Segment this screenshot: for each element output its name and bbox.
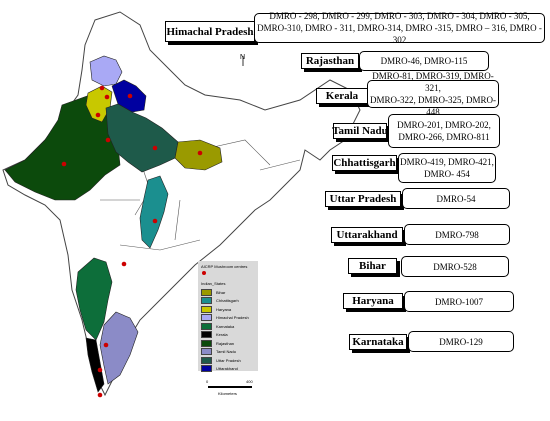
state-label-rajasthan: Rajasthan — [301, 53, 359, 69]
centre-marker — [121, 261, 127, 267]
centre-marker — [61, 161, 67, 167]
legend-item: Tamil Nadu — [201, 348, 249, 357]
codes-uttarakhand: DMRO-798 — [404, 224, 510, 245]
centre-marker — [152, 218, 158, 224]
centre-marker — [95, 112, 101, 118]
india-outline — [2, 11, 361, 397]
state-chhattisgarh — [139, 175, 169, 249]
centre-marker — [105, 137, 111, 143]
legend-label: Karnataka — [216, 323, 235, 329]
centre-marker — [197, 150, 203, 156]
legend-label: Tamil Nadu — [216, 349, 237, 355]
state-himachal — [89, 55, 123, 87]
legend-label: Rajasthan — [216, 340, 235, 346]
legend-item: Chhattisgarh — [201, 297, 249, 306]
state-label-kerala: Kerala — [316, 88, 368, 104]
legend-label: Chhattisgarh — [216, 298, 239, 304]
legend-item: Haryana — [201, 305, 249, 314]
state-tamil-nadu — [99, 311, 139, 385]
centre-marker — [103, 342, 109, 348]
legend-item: Himachal Pradesh — [201, 314, 249, 323]
state-label-uttarakhand: Uttarakhand — [331, 227, 403, 243]
legend-swatch — [201, 297, 212, 305]
legend-list: Bihar Chhattisgarh Haryana Himachal Prad… — [201, 288, 249, 373]
codes-tamil-nadu: DMRO-201, DMRO-202, DMRO-266, DMRO-811 — [388, 114, 500, 148]
legend-swatch — [201, 348, 212, 356]
legend-label: Uttarakhand — [216, 366, 238, 372]
codes-kerala: DMRO-81, DMRO-319, DMRO-321, DMRO-322, D… — [367, 71, 499, 117]
centre-marker — [97, 367, 103, 373]
state-label-haryana: Haryana — [343, 293, 403, 309]
centre-marker — [99, 85, 105, 91]
legend-label: Himachal Pradesh — [216, 315, 249, 321]
legend-swatch — [201, 305, 212, 313]
scale-bar: 0 400 Kilometers — [204, 379, 264, 399]
legend-label: Uttar Pradesh — [216, 357, 241, 363]
legend-item: Rajasthan — [201, 339, 249, 348]
legend-item: Karnataka — [201, 322, 249, 331]
state-bihar — [174, 139, 223, 171]
centre-marker — [97, 392, 103, 398]
legend-item: Bihar — [201, 288, 249, 297]
legend-swatch — [201, 322, 212, 330]
legend-label: Kerala — [216, 332, 228, 338]
state-label-chhattisgarh: Chhattisgarh — [332, 155, 397, 171]
legend-item: Kerala — [201, 331, 249, 340]
state-label-himachal-pradesh: Himachal Pradesh — [165, 21, 255, 42]
centre-marker — [152, 145, 158, 151]
state-label-bihar: Bihar — [348, 258, 397, 274]
legend-swatch — [201, 314, 212, 322]
scale-unit: Kilometers — [218, 391, 237, 396]
legend-item: Uttar Pradesh — [201, 356, 249, 365]
state-label-karnataka: Karnataka — [349, 334, 407, 350]
scale-start: 0 — [206, 379, 209, 384]
state-karnataka — [75, 257, 113, 341]
legend-states-title: Indian_States — [201, 281, 226, 286]
codes-bihar: DMRO-528 — [401, 256, 509, 277]
scale-end: 400 — [246, 379, 253, 384]
state-label-tamil-nadu: Tamil Nadu — [332, 123, 388, 139]
centre-markers — [61, 85, 203, 398]
codes-rajasthan: DMRO-46, DMRO-115 — [359, 51, 489, 71]
north-label: N — [240, 54, 246, 61]
legend-item: Uttarakhand — [201, 365, 249, 374]
state-label-uttar-pradesh: Uttar Pradesh — [325, 191, 401, 207]
codes-uttar-pradesh: DMRO-54 — [402, 188, 510, 209]
centre-marker — [127, 93, 133, 99]
legend-swatch — [201, 288, 212, 296]
centre-marker — [104, 94, 110, 100]
legend-label: Bihar — [216, 289, 226, 295]
scale-line — [208, 386, 252, 388]
codes-himachal-pradesh: DMRO - 298, DMRO - 299, DMRO - 303, DMRO… — [254, 11, 545, 45]
legend-swatch — [201, 331, 212, 339]
codes-karnataka: DMRO-129 — [408, 331, 514, 352]
state-kerala — [85, 337, 105, 393]
legend-centres-label: AICRP Mushroom centres — [201, 264, 248, 269]
legend-swatch — [201, 356, 212, 364]
codes-chhattisgarh: DMRO-419, DMRO-421, DMRO- 454 — [398, 153, 496, 183]
map-legend: AICRP Mushroom centres Indian_States Bih… — [198, 261, 258, 373]
centre-dot-icon — [202, 271, 206, 275]
legend-swatch — [201, 339, 212, 347]
codes-haryana: DMRO-1007 — [404, 291, 514, 312]
legend-label: Haryana — [216, 306, 232, 312]
legend-swatch — [201, 365, 212, 373]
